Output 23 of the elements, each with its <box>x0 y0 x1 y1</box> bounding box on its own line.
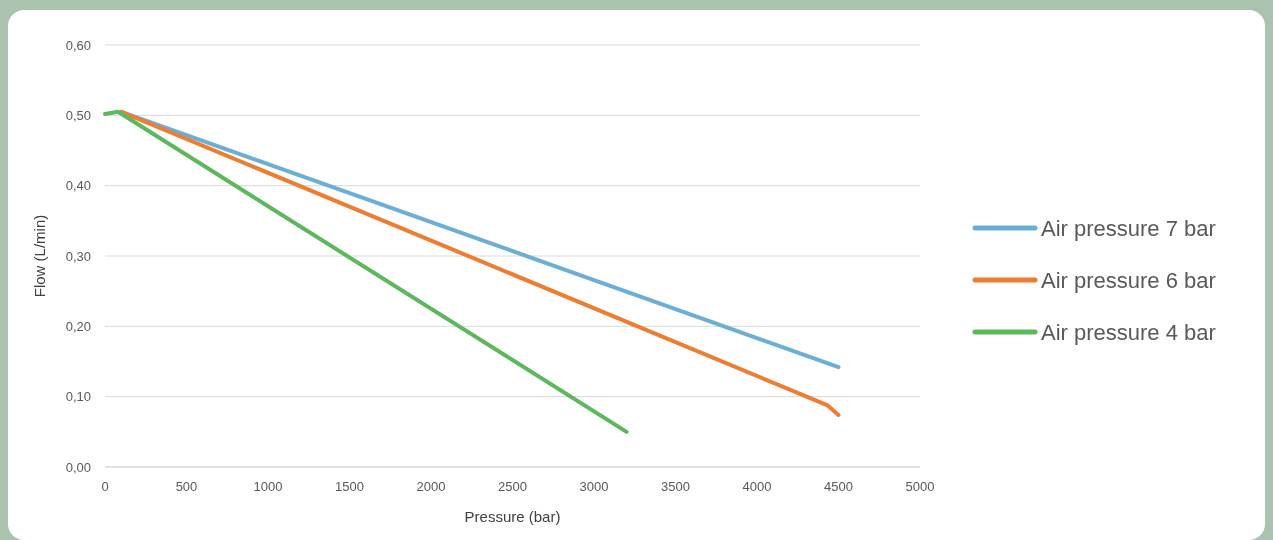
y-axis-title: Flow (L/min) <box>31 214 48 298</box>
x-axis-title: Pressure (bar) <box>464 508 561 525</box>
y-tick-label: 0,00 <box>65 459 91 475</box>
x-tick-label: 2500 <box>498 479 527 494</box>
legend-label: Air pressure 6 bar <box>1041 267 1216 293</box>
y-tick-label: 0,40 <box>65 178 91 194</box>
x-tick-label: 0 <box>101 479 109 494</box>
y-tick-label: 0,20 <box>65 318 91 334</box>
y-tick-label: 0,10 <box>65 389 91 405</box>
x-tick-label: 1500 <box>335 479 364 494</box>
x-tick-label: 3000 <box>579 479 609 494</box>
x-tick-label: 500 <box>175 479 198 494</box>
legend-label: Air pressure 7 bar <box>1041 215 1216 241</box>
x-tick-label: 5000 <box>905 479 935 494</box>
x-tick-label: 4500 <box>824 479 853 494</box>
x-tick-label: 3500 <box>661 479 690 494</box>
x-tick-label: 1000 <box>253 479 283 494</box>
y-tick-label: 0,30 <box>65 248 91 264</box>
legend-label: Air pressure 4 bar <box>1041 319 1216 345</box>
x-tick-label: 4000 <box>742 479 772 494</box>
y-tick-label: 0,50 <box>65 107 91 123</box>
y-tick-label: 0,60 <box>65 37 91 53</box>
x-tick-label: 2000 <box>416 479 446 494</box>
